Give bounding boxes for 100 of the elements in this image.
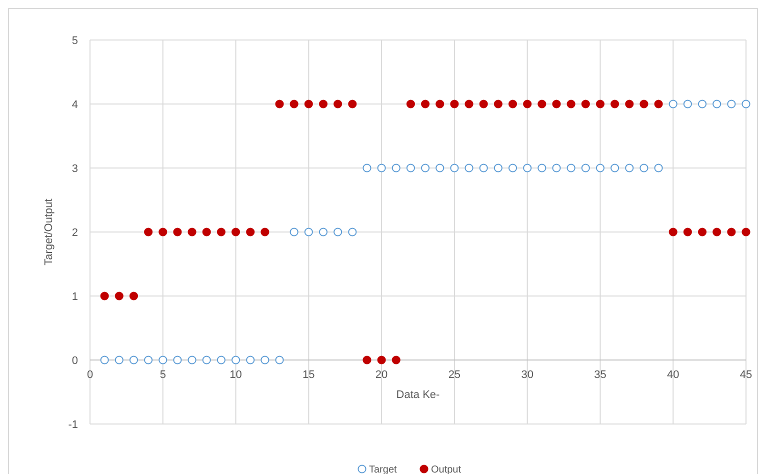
point: [406, 164, 416, 172]
point: [318, 228, 328, 236]
point: [348, 228, 357, 236]
point: [231, 356, 240, 364]
point: [436, 100, 444, 108]
x-tick-label: 40: [666, 369, 680, 381]
y-tick-label: 3: [72, 162, 78, 175]
x-tick-label: 30: [521, 369, 534, 381]
x-tick-label: 10: [230, 369, 242, 381]
point: [334, 228, 342, 236]
point: [581, 100, 590, 108]
point: [304, 100, 313, 108]
y-axis-title: Target/Output: [43, 198, 55, 266]
point: [494, 164, 502, 172]
point: [523, 100, 532, 108]
point: [538, 164, 546, 172]
point: [625, 164, 634, 172]
point: [188, 228, 196, 236]
point: [260, 228, 270, 236]
point: [596, 100, 605, 108]
point: [654, 100, 663, 108]
x-tick-label: 35: [594, 369, 606, 381]
point: [450, 100, 459, 108]
point: [100, 356, 109, 364]
point: [290, 228, 298, 236]
x-tick-label: 5: [160, 369, 166, 381]
point: [698, 100, 707, 108]
point: [275, 100, 284, 108]
point: [216, 228, 226, 236]
point: [202, 356, 211, 364]
point: [158, 356, 168, 364]
point: [377, 164, 386, 172]
point: [494, 100, 502, 108]
y-tick-label: 0: [72, 354, 78, 367]
point: [260, 356, 270, 364]
point: [552, 100, 561, 108]
point: [640, 164, 648, 172]
point: [566, 100, 576, 108]
point: [712, 228, 722, 236]
point: [129, 292, 138, 300]
point: [508, 100, 518, 108]
point: [523, 164, 532, 172]
x-tick-label: 0: [86, 369, 94, 381]
point: [114, 292, 124, 300]
point: [202, 228, 211, 236]
point: [392, 164, 400, 172]
y-tick-label: 5: [72, 34, 78, 47]
point: [436, 164, 444, 172]
x-tick-label: 25: [448, 369, 461, 381]
point: [742, 100, 750, 108]
y-tick-label: -1: [68, 418, 78, 431]
point: [683, 228, 692, 236]
point: [377, 356, 386, 364]
point: [420, 100, 430, 108]
point: [362, 164, 372, 172]
point: [392, 356, 400, 364]
point: [420, 164, 430, 172]
point: [231, 228, 240, 236]
point: [129, 356, 138, 364]
x-tick-label: 20: [375, 369, 388, 381]
point: [538, 100, 546, 108]
point: [727, 100, 736, 108]
point: [246, 228, 255, 236]
y-tick-label: 1: [72, 290, 78, 303]
point: [683, 100, 692, 108]
point: [158, 228, 168, 236]
point: [668, 228, 678, 236]
x-tick-label: 45: [740, 369, 752, 381]
point: [581, 164, 590, 172]
point: [668, 100, 678, 108]
point: [712, 100, 722, 108]
point: [727, 228, 736, 236]
point: [464, 100, 474, 108]
point: [173, 228, 182, 236]
point: [275, 356, 284, 364]
point: [625, 100, 634, 108]
point: [610, 100, 620, 108]
point: [640, 100, 648, 108]
point: [742, 228, 750, 236]
point: [406, 100, 416, 108]
point: [479, 164, 488, 172]
point: [362, 356, 372, 364]
point: [173, 356, 182, 364]
point: [464, 164, 474, 172]
point: [216, 356, 226, 364]
point: [698, 228, 707, 236]
point: [304, 228, 313, 236]
point: [348, 100, 357, 108]
point: [318, 100, 328, 108]
point: [596, 164, 605, 172]
point: [508, 164, 518, 172]
x-tick-label: 15: [302, 369, 315, 381]
point: [479, 100, 488, 108]
point: [100, 292, 109, 300]
point: [552, 164, 561, 172]
point: [610, 164, 620, 172]
point: [144, 228, 153, 236]
point: [114, 356, 124, 364]
point: [334, 100, 342, 108]
point: [188, 356, 196, 364]
